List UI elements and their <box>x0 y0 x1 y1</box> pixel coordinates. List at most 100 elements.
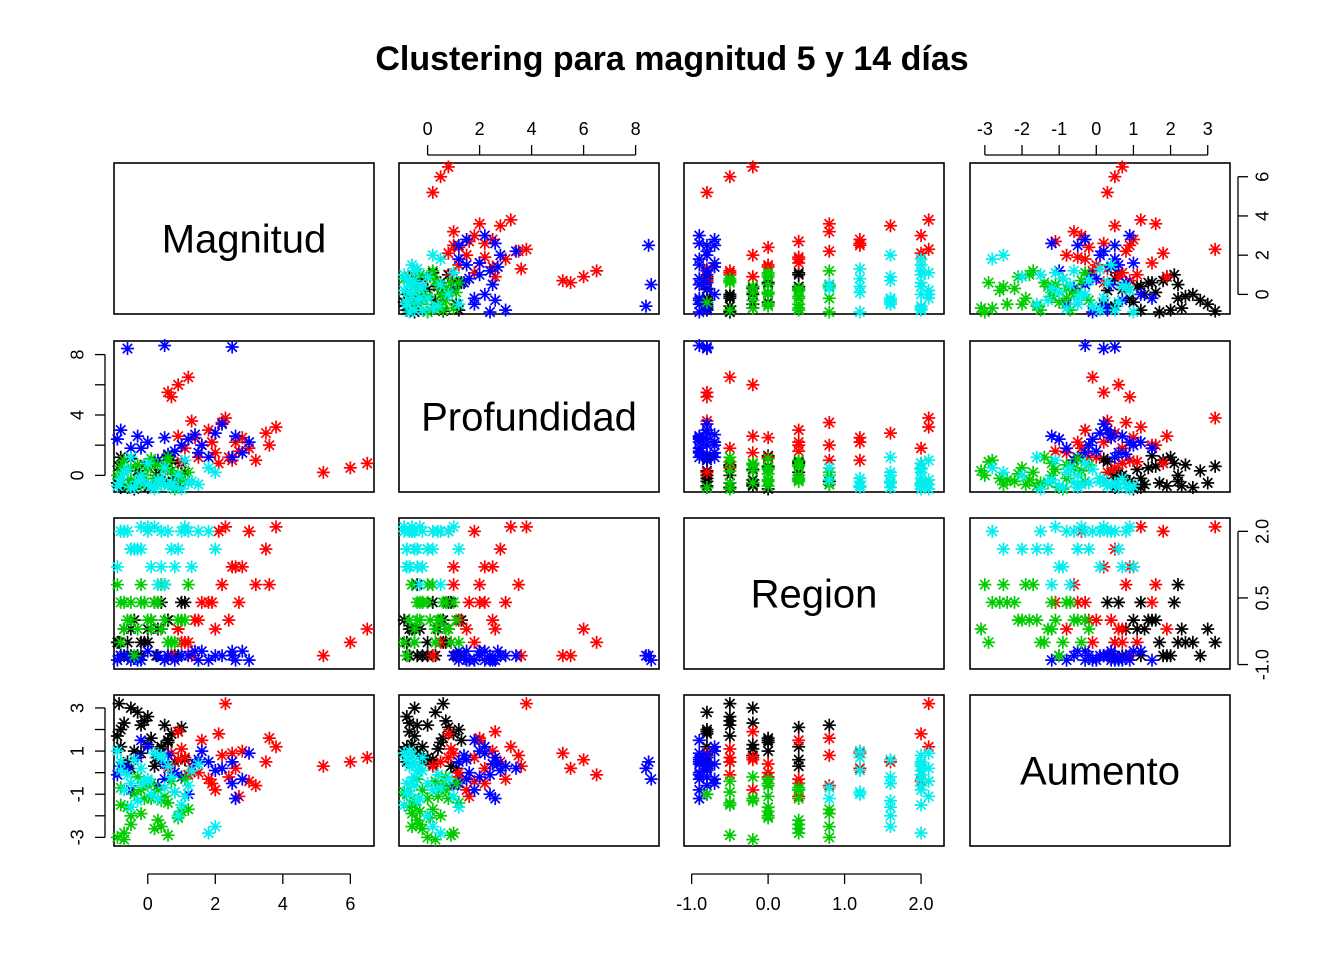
point-cluster-2 <box>181 370 195 384</box>
tick-label: 0.5 <box>1253 585 1273 610</box>
point-cluster-5 <box>447 789 461 803</box>
point-cluster-5 <box>853 305 867 319</box>
diagonal-label: Magnitud <box>162 218 327 262</box>
point-cluster-4 <box>761 789 775 803</box>
point-cluster-3 <box>242 435 256 449</box>
point-cluster-5 <box>914 303 928 317</box>
point-cluster-4 <box>761 452 775 466</box>
point-cluster-3 <box>1097 417 1111 431</box>
point-cluster-2 <box>1086 370 1100 384</box>
point-cluster-3 <box>215 761 229 775</box>
point-cluster-5 <box>185 560 199 574</box>
point-cluster-2 <box>1104 613 1118 627</box>
point-cluster-3 <box>134 733 148 747</box>
point-cluster-3 <box>181 649 195 663</box>
point-cluster-5 <box>1067 524 1081 538</box>
point-cluster-4 <box>410 613 424 627</box>
point-cluster-2 <box>1149 217 1163 231</box>
point-cluster-1 <box>1167 595 1181 609</box>
point-cluster-2 <box>514 262 528 276</box>
point-cluster-2 <box>883 219 897 233</box>
point-cluster-3 <box>692 768 706 782</box>
point-cluster-5 <box>124 450 138 464</box>
point-cluster-1 <box>1175 479 1189 493</box>
point-cluster-3 <box>692 441 706 455</box>
point-cluster-5 <box>1015 468 1029 482</box>
point-cluster-5 <box>402 305 416 319</box>
panel-aumento-vs-magnitud <box>113 694 375 847</box>
point-cluster-3 <box>692 278 706 292</box>
point-cluster-3 <box>161 649 175 663</box>
point-cluster-5 <box>883 820 897 834</box>
point-cluster-2 <box>259 426 273 440</box>
point-cluster-3 <box>642 238 656 252</box>
point-cluster-2 <box>761 431 775 445</box>
tick-label: 0 <box>1091 119 1101 139</box>
point-cluster-5 <box>996 542 1010 556</box>
tick-label: 4 <box>1253 211 1273 221</box>
point-cluster-5 <box>447 266 461 280</box>
point-cluster-5 <box>914 772 928 786</box>
point-cluster-2 <box>441 246 455 260</box>
point-cluster-5 <box>1093 560 1107 574</box>
point-cluster-5 <box>1067 264 1081 278</box>
point-cluster-4 <box>792 289 806 303</box>
point-cluster-4 <box>761 285 775 299</box>
point-cluster-1 <box>1130 622 1144 636</box>
point-cluster-5 <box>397 283 411 297</box>
point-cluster-5 <box>1104 258 1118 272</box>
point-cluster-2 <box>499 595 513 609</box>
point-cluster-5 <box>178 789 192 803</box>
point-cluster-3 <box>1145 653 1159 667</box>
point-cluster-5 <box>447 520 461 534</box>
point-cluster-2 <box>556 274 570 288</box>
point-cluster-3 <box>460 232 474 246</box>
point-cluster-2 <box>1112 378 1126 392</box>
point-cluster-5 <box>452 297 466 311</box>
point-cluster-3 <box>1045 429 1059 443</box>
panel-magnitud-vs-region <box>683 162 945 315</box>
point-cluster-4 <box>124 595 138 609</box>
point-cluster-2 <box>1119 578 1133 592</box>
point-cluster-2 <box>242 524 256 538</box>
point-cluster-5 <box>1041 474 1055 488</box>
point-cluster-2 <box>467 524 481 538</box>
point-cluster-4 <box>134 578 148 592</box>
tick-label: 2.0 <box>909 894 934 914</box>
tick-label: 6 <box>1253 172 1273 182</box>
point-cluster-5 <box>883 270 897 284</box>
point-cluster-3 <box>1119 447 1133 461</box>
point-cluster-1 <box>436 697 450 711</box>
point-cluster-4 <box>444 635 458 649</box>
point-cluster-2 <box>822 244 836 258</box>
point-cluster-1 <box>431 742 445 756</box>
point-cluster-5 <box>922 746 936 760</box>
point-cluster-4 <box>1071 452 1085 466</box>
point-cluster-4 <box>1041 622 1055 636</box>
point-cluster-5 <box>1056 560 1070 574</box>
tick-label: 2 <box>475 119 485 139</box>
point-cluster-4 <box>114 595 128 609</box>
point-cluster-5 <box>178 520 192 534</box>
point-cluster-3 <box>215 649 229 663</box>
point-cluster-2 <box>792 423 806 437</box>
point-cluster-5 <box>985 252 999 266</box>
point-cluster-2 <box>208 446 222 460</box>
point-cluster-2 <box>360 751 374 765</box>
point-cluster-2 <box>434 170 448 184</box>
point-cluster-2 <box>249 779 263 793</box>
point-cluster-5 <box>158 578 172 592</box>
point-cluster-2 <box>488 622 502 636</box>
point-cluster-2 <box>269 740 283 754</box>
point-cluster-2 <box>1108 170 1122 184</box>
point-cluster-5 <box>1030 297 1044 311</box>
point-cluster-2 <box>164 390 178 404</box>
point-cluster-2 <box>269 520 283 534</box>
point-cluster-1 <box>1178 458 1192 472</box>
point-cluster-4 <box>761 299 775 313</box>
point-cluster-2 <box>853 431 867 445</box>
point-cluster-3 <box>708 260 722 274</box>
point-cluster-2 <box>822 217 836 231</box>
tick-label: 1.0 <box>832 894 857 914</box>
